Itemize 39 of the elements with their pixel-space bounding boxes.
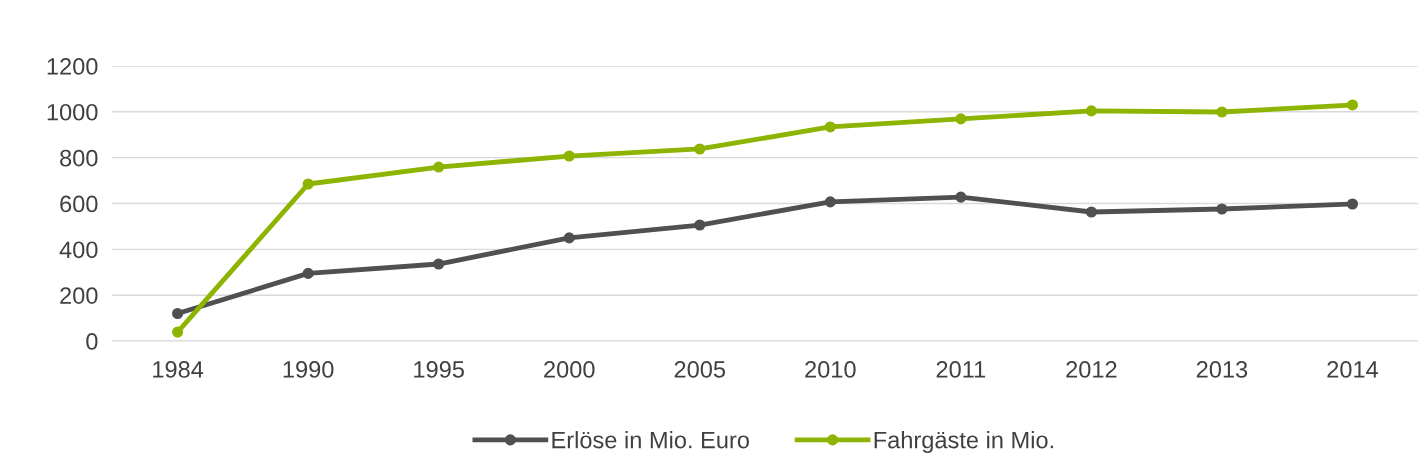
x-tick-label: 1984: [153, 361, 204, 378]
point: [563, 232, 575, 244]
point: [433, 161, 445, 173]
x-tick-label: 2014: [1327, 361, 1379, 378]
point: [433, 258, 445, 270]
point: [172, 307, 184, 320]
x-tick-label: 2010: [805, 361, 856, 378]
x-tick-label: 1990: [283, 361, 334, 378]
point: [563, 150, 575, 162]
y-tick-label: 800: [60, 149, 98, 167]
y-tick-label: 600: [60, 195, 98, 213]
point: [302, 267, 314, 279]
legend-label: Erlöse in Mio. Euro: [552, 431, 749, 449]
x-tick-label: 1995: [414, 361, 464, 378]
x-tick-label: 2000: [544, 361, 595, 378]
x-tick-label: 2005: [674, 361, 726, 378]
x-tick-label: 2011: [936, 361, 986, 378]
point: [1085, 105, 1097, 117]
point: [694, 143, 706, 155]
y-tick-label: 1000: [47, 103, 98, 121]
point: [1085, 206, 1097, 218]
y-tick-label: 1200: [47, 58, 98, 75]
point: [694, 219, 706, 231]
x-tick-label: 2012: [1066, 361, 1117, 378]
y-tick-label: 0: [86, 333, 98, 350]
y-tick-label: 400: [59, 241, 98, 259]
x-tick-label: 2013: [1196, 361, 1248, 378]
legend-label: Fahrgäste in Mio.: [874, 431, 1053, 454]
point: [955, 113, 967, 125]
point: [824, 196, 836, 208]
point: [302, 178, 314, 190]
point: [1346, 99, 1359, 111]
point: [172, 326, 184, 338]
point: [1216, 106, 1228, 118]
point: [824, 121, 836, 133]
point: [1216, 203, 1228, 215]
point: [1346, 198, 1359, 210]
point: [955, 191, 967, 203]
y-tick-label: 200: [60, 287, 98, 304]
